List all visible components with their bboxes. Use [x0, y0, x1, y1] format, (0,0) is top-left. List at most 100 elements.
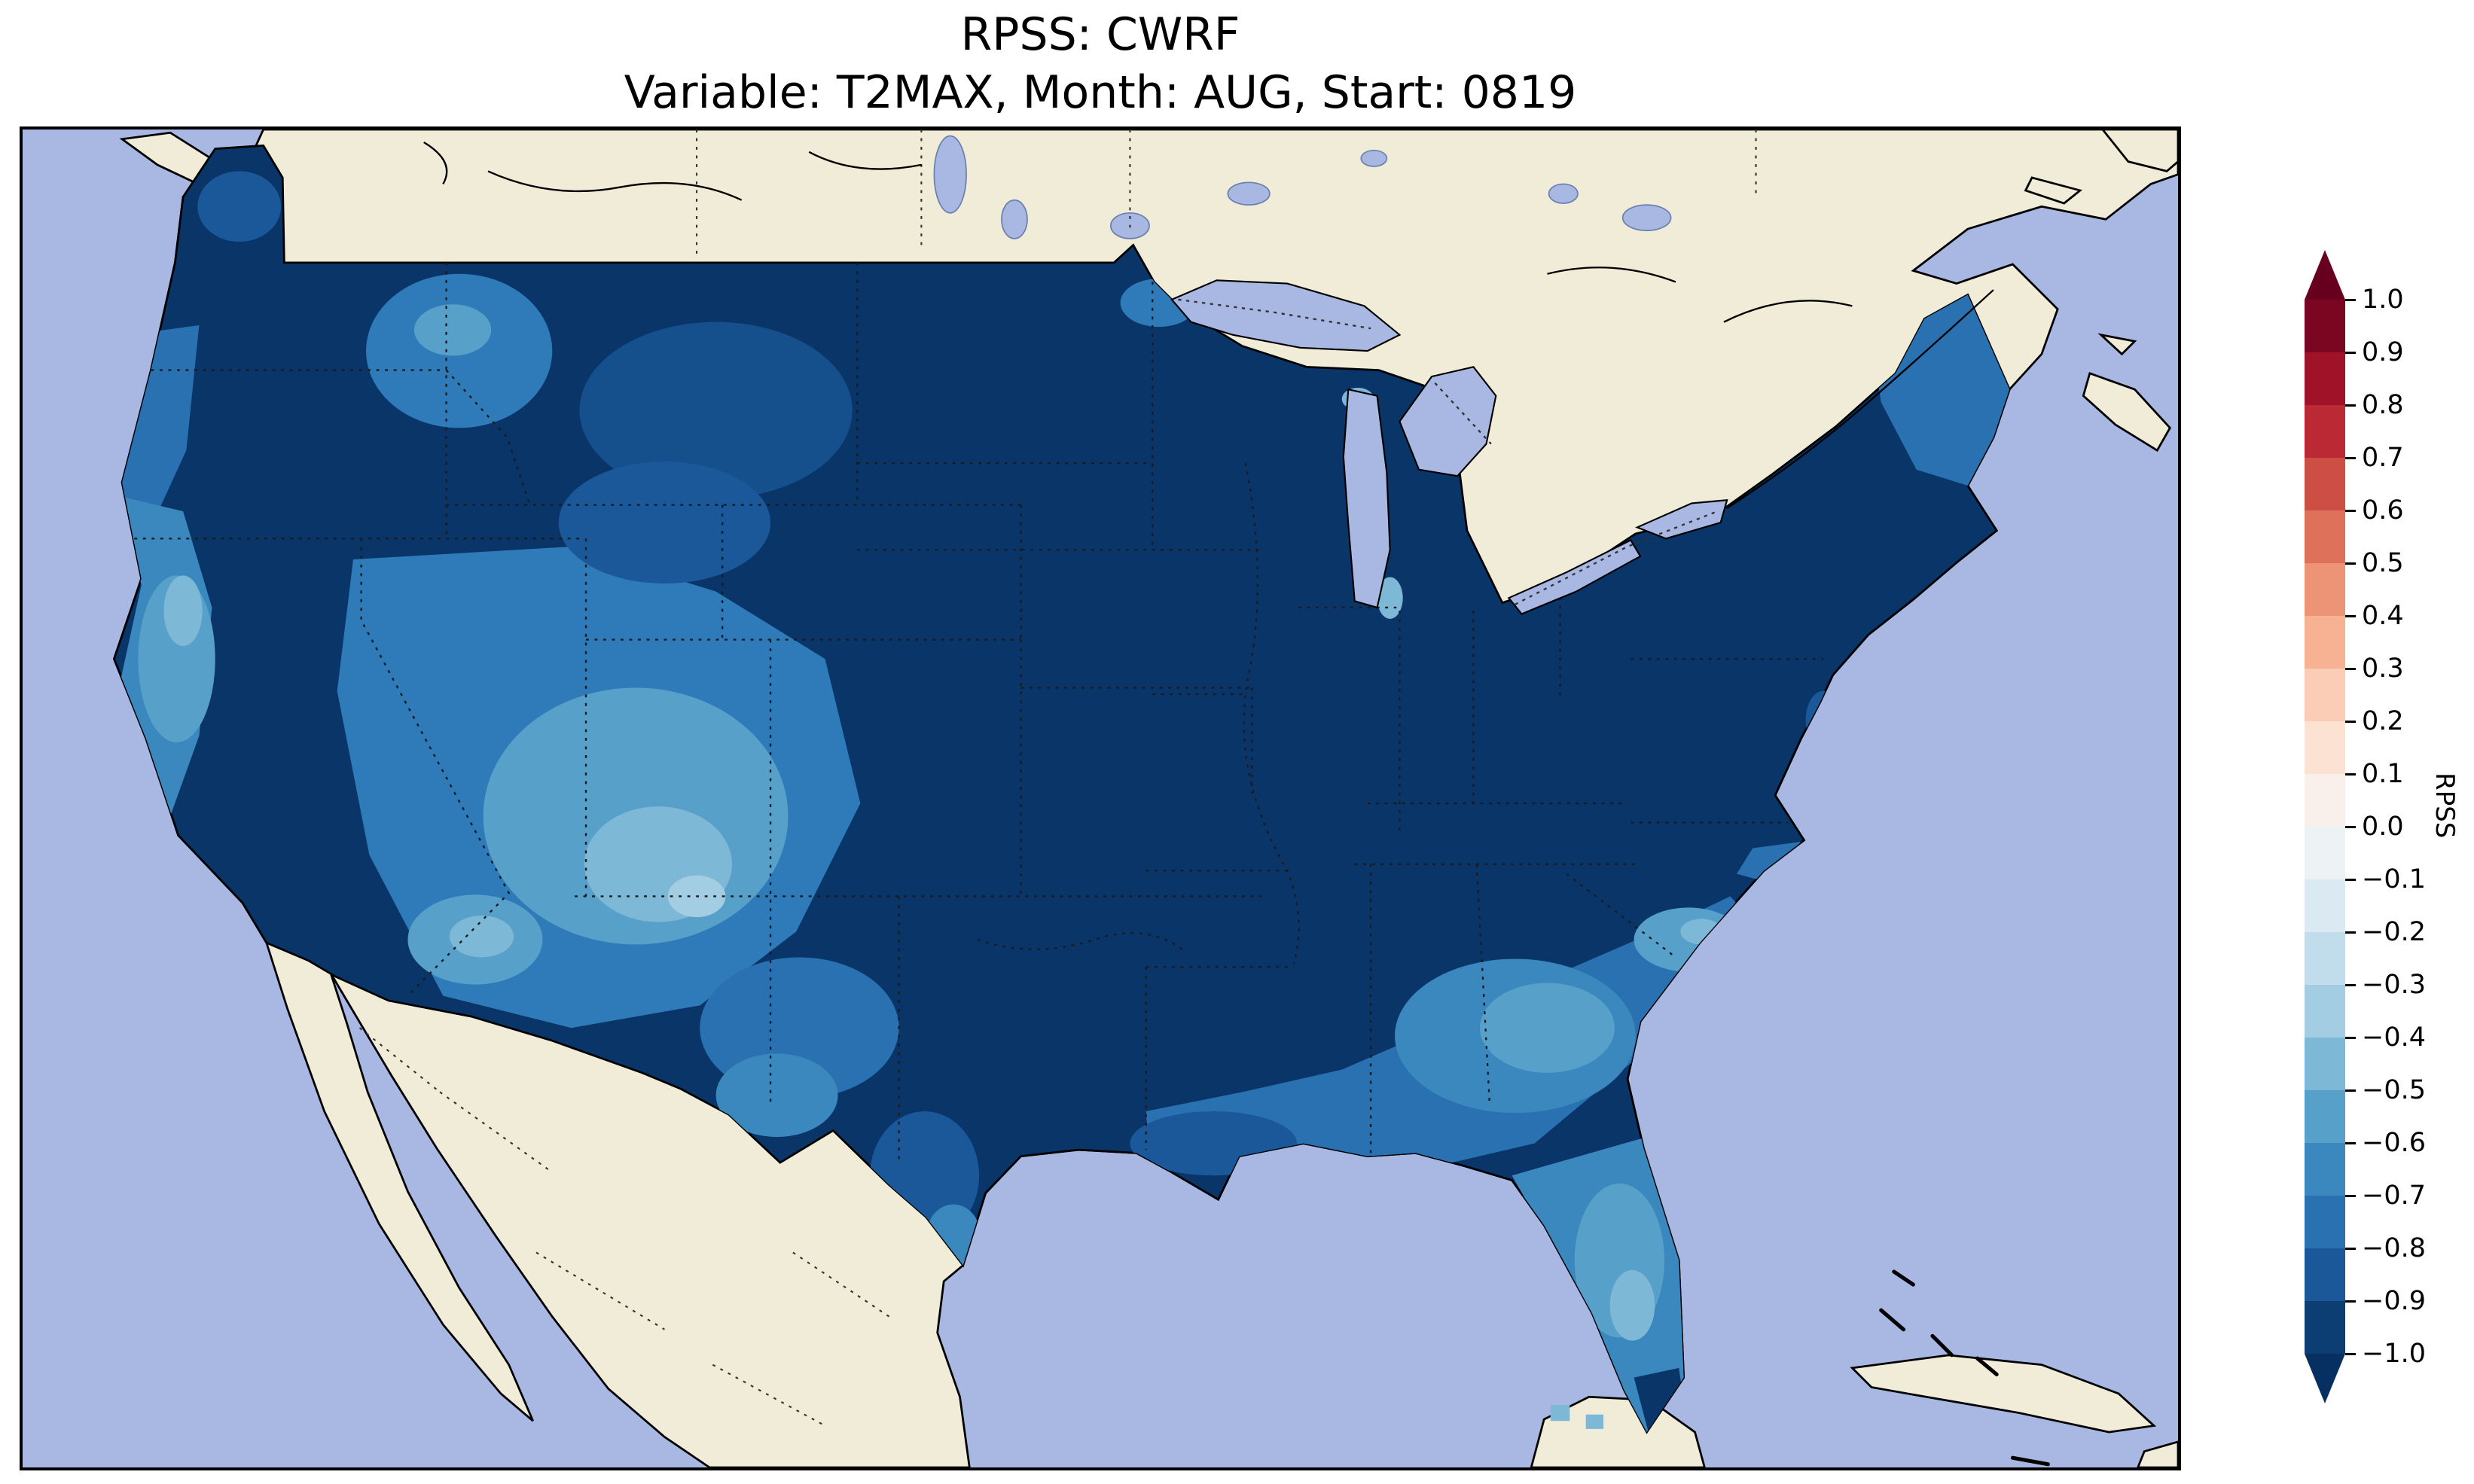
- colorbar-segment: [2305, 985, 2345, 1038]
- patch-florida-lighter: [1609, 1269, 1655, 1341]
- colorbar-top-arrow: [2305, 250, 2345, 300]
- colorbar-tick-label: 0.5: [2362, 548, 2404, 578]
- colorbar-tick-label: −1.0: [2362, 1339, 2426, 1369]
- colorbar-tick-label: −0.2: [2362, 917, 2426, 947]
- colorbar-tick: [2345, 352, 2356, 354]
- colorbar-segment: [2305, 932, 2345, 985]
- patch-southern-arizona-light: [449, 916, 514, 958]
- canadian-lake: [1548, 183, 1579, 204]
- colorbar-tick: [2345, 668, 2356, 670]
- colorbar-segment: [2305, 300, 2345, 352]
- colorbar-tick-label: −0.6: [2362, 1128, 2426, 1158]
- rivers: [423, 142, 1994, 509]
- patch-puget-sound: [197, 171, 282, 242]
- colorbar-tick-label: 0.7: [2362, 443, 2404, 473]
- plot-subtitle: Variable: T2MAX, Month: AUG, Start: 0819: [624, 66, 1577, 119]
- colorbar-tick: [2345, 1353, 2356, 1355]
- lake-superior: [1170, 279, 1402, 352]
- patch-big-bend: [715, 1053, 838, 1138]
- plot-title: RPSS: CWRF: [960, 8, 1240, 61]
- colorbar-tick: [2345, 1195, 2356, 1197]
- patch-outer-banks: [1736, 842, 1801, 884]
- nova-scotia: [2082, 372, 2172, 453]
- lake-nipigon: [1621, 204, 1672, 232]
- colorbar-tick: [2345, 457, 2356, 459]
- colorbar-tick-label: 0.4: [2362, 601, 2404, 631]
- colorbar-segment: [2305, 563, 2345, 616]
- colorbar-segment: [2305, 1143, 2345, 1196]
- colorbar-tick: [2345, 562, 2356, 565]
- cuba: [1850, 1354, 2157, 1434]
- patch-california-light: [163, 575, 203, 647]
- colorbar-tick: [2345, 773, 2356, 776]
- colorbar-segment: [2305, 1090, 2345, 1143]
- colorbar-tick: [2345, 1300, 2356, 1303]
- lake-ontario: [1635, 498, 1728, 540]
- international-border-through-lakes: [1178, 298, 1718, 605]
- colorbar-tick-label: 0.6: [2362, 495, 2404, 526]
- colorbar-segment: [2305, 352, 2345, 405]
- colorbar-segment: [2305, 405, 2345, 458]
- colorbar-tick-label: −0.3: [2362, 970, 2426, 1000]
- colorbar-tick-label: −0.8: [2362, 1233, 2426, 1263]
- newfoundland-island: [2101, 130, 2178, 172]
- colorbar-tick: [2345, 931, 2356, 934]
- rpss-patches: [114, 171, 2010, 1433]
- patch-oregon-coast: [115, 325, 200, 528]
- canadian-lake: [1360, 149, 1388, 167]
- colorbar-segment: [2305, 458, 2345, 510]
- patch-eastern-washington-light: [413, 304, 492, 356]
- colorbar-tick: [2345, 404, 2356, 407]
- colorbar-tick: [2345, 1037, 2356, 1039]
- colorbar-tick-label: −0.1: [2362, 864, 2426, 894]
- colorbar-axis-label: RPSS: [2430, 772, 2460, 839]
- patch-florida-keys: [1585, 1414, 1604, 1429]
- colorbar-tick: [2345, 615, 2356, 617]
- colorbar-tick-label: 0.3: [2362, 654, 2404, 684]
- colorbar-tick-label: 0.8: [2362, 390, 2404, 420]
- map-axes: [20, 126, 2181, 1470]
- colorbar-tick: [2345, 826, 2356, 828]
- colorbar-tick: [2345, 299, 2356, 301]
- patch-montana: [579, 321, 853, 499]
- patch-florida-keys: [1550, 1404, 1570, 1422]
- canadian-lake: [1227, 181, 1271, 206]
- colorbar-tick-label: −0.5: [2362, 1075, 2426, 1105]
- patch-wyoming: [558, 462, 771, 584]
- colorbar-tick: [2345, 721, 2356, 723]
- colorbar-tick-label: −0.4: [2362, 1022, 2426, 1053]
- colorbar-segment: [2305, 616, 2345, 669]
- colorbar-bottom-arrow: [2305, 1354, 2345, 1403]
- lake-manitoba: [1001, 199, 1028, 239]
- bahamas-islands: [1879, 1269, 2050, 1467]
- colorbar-tick-label: −0.9: [2362, 1286, 2426, 1316]
- map-plot: [23, 130, 2178, 1467]
- colorbar-segment: [2305, 1301, 2345, 1354]
- canadian-lakes: [933, 135, 1672, 239]
- colorbar-segment: [2305, 1248, 2345, 1301]
- lake-michigan: [1342, 388, 1391, 609]
- colorbar-tick: [2345, 1089, 2356, 1092]
- colorbar-segment: [2305, 1196, 2345, 1248]
- colorbar-segment: [2305, 721, 2345, 774]
- colorbar-tick-label: 0.0: [2362, 812, 2404, 842]
- colorbar-tick-label: 1.0: [2362, 285, 2404, 315]
- colorbar-segment: [2305, 669, 2345, 721]
- prince-edward-island: [2097, 333, 2137, 356]
- colorbar-segment: [2305, 510, 2345, 563]
- figure-title-block: RPSS: CWRF Variable: T2MAX, Month: AUG, …: [23, 6, 2178, 122]
- colorbar-segment: [2305, 827, 2345, 879]
- colorbar-tick: [2345, 984, 2356, 986]
- colorbar-segment: [2305, 1038, 2345, 1090]
- great-lakes: [1170, 279, 1728, 615]
- lake-huron: [1399, 366, 1497, 477]
- colorbar-tick-label: −0.7: [2362, 1181, 2426, 1211]
- colorbar-tick-label: 0.2: [2362, 706, 2404, 736]
- colorbar-tick-label: 0.9: [2362, 337, 2404, 367]
- colorbar-tick-label: 0.1: [2362, 759, 2404, 789]
- patch-south-georgia-light: [1479, 983, 1615, 1073]
- lake-winnipeg: [933, 135, 967, 214]
- colorbar-tick: [2345, 510, 2356, 512]
- colorbar-segment: [2305, 879, 2345, 932]
